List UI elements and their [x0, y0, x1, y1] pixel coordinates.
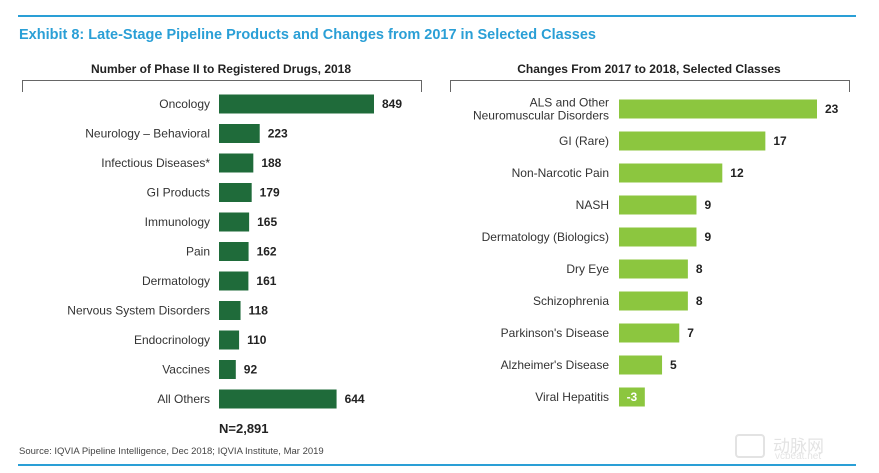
right-bar — [619, 260, 688, 279]
left-category-label: Vaccines — [162, 363, 210, 377]
left-category-label: Nervous System Disorders — [67, 304, 210, 318]
right-value-label: 23 — [825, 102, 839, 116]
left-value-label: 118 — [249, 304, 269, 318]
right-bar — [619, 100, 817, 119]
left-value-label: 179 — [260, 186, 280, 200]
right-category-label: Dry Eye — [566, 262, 609, 276]
watermark: 动脉网 vcbeat.net — [735, 432, 855, 464]
left-value-label: 110 — [247, 333, 267, 347]
left-category-label: Pain — [186, 245, 210, 259]
left-category-label: Endocrinology — [134, 333, 210, 347]
right-value-label: 17 — [773, 134, 787, 148]
right-value-label: 12 — [730, 166, 744, 180]
left-value-label: 223 — [268, 127, 288, 141]
right-value-label: 8 — [696, 294, 703, 308]
left-value-label: 162 — [257, 245, 277, 259]
right-category-label: Dermatology (Biologics) — [482, 230, 609, 244]
left-value-label: 92 — [244, 363, 258, 377]
left-value-label: 188 — [261, 156, 281, 170]
watermark-en: vcbeat.net — [775, 451, 821, 462]
right-category-label: Non-Narcotic Pain — [512, 166, 609, 180]
left-bar — [219, 154, 253, 173]
right-category-label: Parkinson's Disease — [501, 326, 610, 340]
right-bar — [619, 324, 679, 343]
right-value-label: 8 — [696, 262, 703, 276]
left-value-label: 644 — [345, 392, 365, 406]
right-value-label: 9 — [704, 198, 711, 212]
left-bar — [219, 242, 249, 261]
left-bar — [219, 213, 249, 232]
left-bar — [219, 301, 241, 320]
right-value-label: 9 — [704, 230, 711, 244]
left-category-label: Infectious Diseases* — [101, 156, 210, 170]
right-category-label: Viral Hepatitis — [535, 390, 609, 404]
right-bar — [619, 164, 722, 183]
left-category-label: GI Products — [147, 186, 210, 200]
right-value-label: 5 — [670, 358, 677, 372]
left-category-label: All Others — [157, 392, 210, 406]
left-bar — [219, 124, 260, 143]
left-category-label: Dermatology — [142, 274, 210, 288]
right-bar — [619, 196, 696, 215]
right-bar-chart: ALS and Other Neuromuscular Disorders 23 GI… — [473, 96, 839, 407]
left-category-label: Oncology — [159, 97, 210, 111]
right-category-label: ALS and Other Neuromuscular Disorders — [473, 96, 609, 123]
left-bar — [219, 390, 337, 409]
right-bar — [619, 356, 662, 375]
right-category-label: Alzheimer's Disease — [501, 358, 610, 372]
right-value-label: 7 — [687, 326, 694, 340]
left-bar — [219, 183, 252, 202]
bottom-rule — [18, 464, 856, 466]
right-category-label: NASH — [576, 198, 609, 212]
right-bar — [619, 132, 765, 151]
left-category-label: Immunology — [145, 215, 210, 229]
right-category-label: GI (Rare) — [559, 134, 609, 148]
left-bar — [219, 95, 374, 114]
charts-svg: Oncology 849 Neurology – Behavioral 223 Infe… — [0, 0, 879, 473]
n-total-label: N=2,891 — [219, 421, 269, 436]
right-value-label: -3 — [627, 390, 638, 404]
left-bar — [219, 360, 236, 379]
left-value-label: 161 — [256, 274, 276, 288]
right-bar — [619, 228, 696, 247]
right-category-label: Schizophrenia — [533, 294, 609, 308]
left-category-label: Neurology – Behavioral — [85, 127, 210, 141]
left-value-label: 165 — [257, 215, 277, 229]
watermark-logo-icon — [735, 434, 765, 458]
right-bar — [619, 292, 688, 311]
source-note: Source: IQVIA Pipeline Intelligence, Dec… — [19, 446, 324, 457]
left-bar — [219, 272, 248, 291]
left-bar-chart: Oncology 849 Neurology – Behavioral 223 Infe… — [67, 95, 402, 409]
left-value-label: 849 — [382, 97, 402, 111]
left-bar — [219, 331, 239, 350]
